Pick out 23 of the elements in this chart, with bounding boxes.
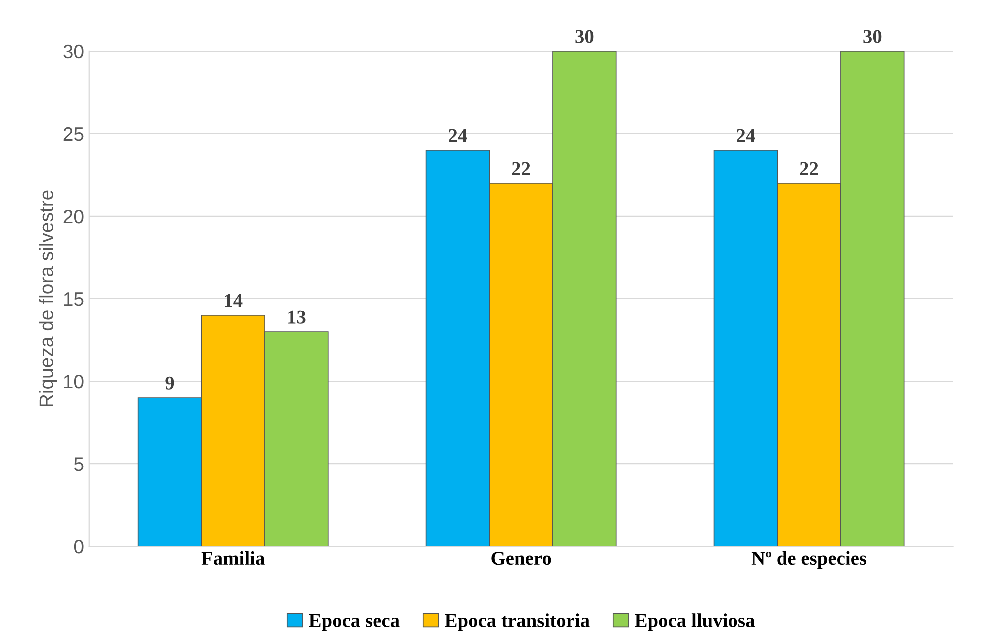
data-label: 22	[800, 162, 818, 176]
y-tick-label: 0	[74, 540, 84, 554]
data-label: 14	[225, 294, 243, 308]
y-tick-label: 15	[64, 292, 84, 306]
data-label: 30	[864, 30, 882, 44]
legend-label: Epoca transitoria	[445, 614, 590, 632]
data-label: 24	[737, 129, 756, 142]
y-tick-label: 5	[74, 458, 84, 472]
data-label: 9	[166, 376, 174, 390]
legend-label: Epoca seca	[309, 614, 400, 632]
data-label: 30	[576, 30, 594, 44]
y-tick-label: 25	[64, 127, 84, 142]
data-label: 24	[449, 129, 468, 142]
legend-label: Epoca lluviosa	[635, 614, 755, 632]
y-tick-label: 30	[64, 44, 84, 59]
y-tick-label: 10	[64, 374, 84, 389]
y-axis-title: Riqueza de flora silvestre	[39, 190, 58, 407]
data-label: 13	[288, 310, 306, 324]
data-label: 22	[512, 162, 530, 176]
y-tick-label: 20	[64, 210, 84, 224]
x-tick-label: Familia	[202, 551, 265, 566]
x-tick-label: Nº de especies	[752, 551, 867, 570]
x-tick-label: Genero	[492, 552, 552, 566]
